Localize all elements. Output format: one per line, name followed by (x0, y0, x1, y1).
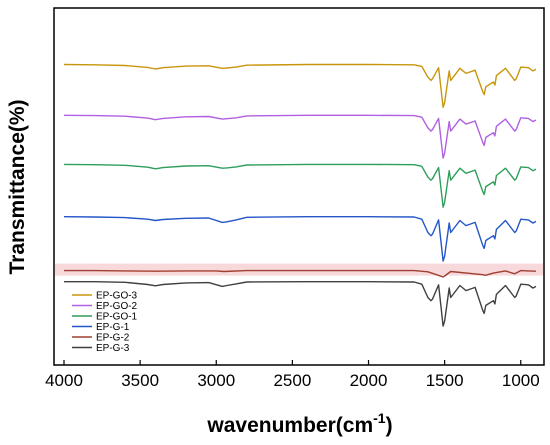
x-tick-label: 4000 (45, 371, 83, 390)
x-tick-label: 1500 (426, 371, 464, 390)
highlight-band (55, 263, 543, 276)
x-tick-label: 2500 (273, 371, 311, 390)
series-line-ep-g-3 (64, 281, 537, 327)
legend-label: EP-G-2 (96, 333, 130, 344)
legend-label: EP-G-3 (96, 343, 130, 354)
series-line-ep-go-2 (63, 114, 537, 159)
x-axis-ticks: 4000 3500 3000 2500 2000 1500 1000 (45, 360, 540, 390)
highlight-band-layer (55, 263, 543, 276)
legend-label: EP-G-1 (96, 322, 130, 333)
x-tick-label: 3500 (121, 371, 159, 390)
series-line-ep-go-1 (63, 163, 537, 208)
x-tick-label: 1000 (502, 371, 540, 390)
plot-frame (53, 7, 545, 366)
x-axis-title-sup: -1 (373, 410, 386, 426)
x-axis-title-close: ) (386, 414, 393, 437)
series-line-ep-go-3 (63, 63, 537, 109)
legend-label: EP-GO-3 (96, 291, 138, 302)
y-axis-title: Transmittance(%) (6, 99, 29, 274)
x-axis-title: wavenumber(cm-1) (206, 410, 392, 437)
x-tick-label: 2000 (350, 371, 388, 390)
series-line-ep-g-1 (63, 215, 537, 262)
legend-label: EP-GO-1 (96, 312, 138, 323)
legend: EP-GO-3EP-GO-2EP-GO-1EP-G-1EP-G-2EP-G-3 (72, 291, 138, 354)
series-line-ep-g-2 (64, 269, 537, 278)
legend-label: EP-GO-2 (96, 301, 138, 312)
series-layer (63, 63, 537, 327)
x-axis-title-main: wavenumber(cm (206, 414, 373, 437)
x-tick-label: 3000 (197, 371, 235, 390)
